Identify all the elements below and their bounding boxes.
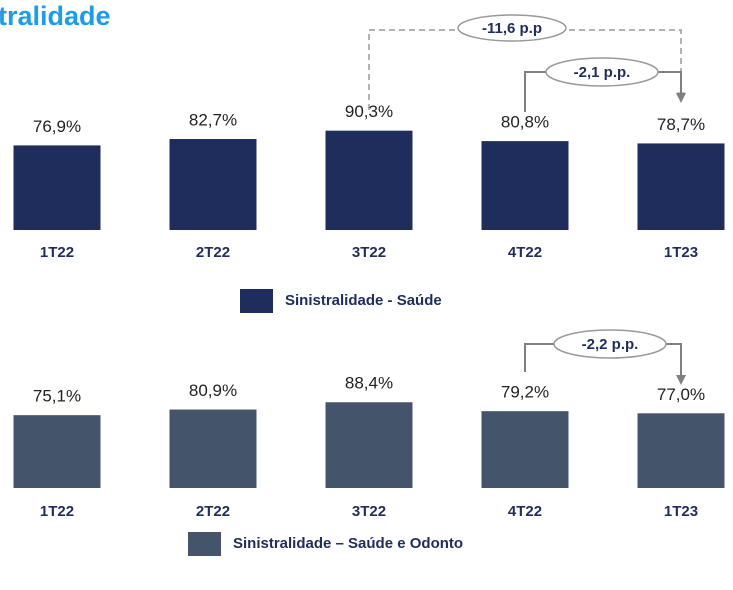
value-label: 78,7% — [657, 115, 705, 134]
value-label: 90,3% — [345, 102, 393, 121]
value-label: 76,9% — [33, 117, 81, 136]
bar — [325, 402, 413, 488]
bar — [637, 413, 725, 488]
x-tick-label: 1T23 — [664, 244, 698, 261]
x-tick-label: 3T22 — [352, 503, 386, 520]
annotation: -2,1 p.p. — [574, 64, 631, 81]
annotation-bubble — [457, 14, 567, 42]
legend-label: Sinistralidade – Saúde e Odonto — [233, 535, 463, 552]
bar — [13, 145, 101, 230]
chart-title: tralidade — [0, 1, 111, 31]
bar — [481, 141, 569, 230]
bar — [169, 409, 257, 488]
bar — [481, 411, 569, 488]
value-label: 80,9% — [189, 381, 237, 400]
x-tick-label: 1T22 — [40, 503, 74, 520]
bar — [13, 415, 101, 488]
x-tick-label: 4T22 — [508, 244, 542, 261]
x-tick-label: 1T23 — [664, 503, 698, 520]
x-tick-label: 3T22 — [352, 244, 386, 261]
value-label: 77,0% — [657, 385, 705, 404]
value-label: 82,7% — [189, 111, 237, 130]
bar — [325, 130, 413, 230]
annotation: -2,2 p.p. — [582, 336, 639, 353]
bar — [637, 143, 725, 230]
annotation-bubble — [545, 57, 659, 87]
value-label: 75,1% — [33, 387, 81, 406]
x-tick-label: 1T22 — [40, 244, 74, 261]
x-tick-label: 2T22 — [196, 503, 230, 520]
value-label: 80,8% — [501, 113, 549, 132]
annotation: -11,6 p.p — [482, 20, 542, 37]
value-label: 88,4% — [345, 374, 393, 393]
x-tick-label: 2T22 — [196, 244, 230, 261]
x-tick-label: 4T22 — [508, 503, 542, 520]
legend-label: Sinistralidade - Saúde — [285, 292, 442, 309]
legend-swatch — [240, 289, 273, 313]
annotation-bubble — [553, 329, 667, 359]
value-label: 79,2% — [501, 383, 549, 402]
legend-swatch — [188, 532, 221, 556]
bar — [169, 139, 257, 230]
